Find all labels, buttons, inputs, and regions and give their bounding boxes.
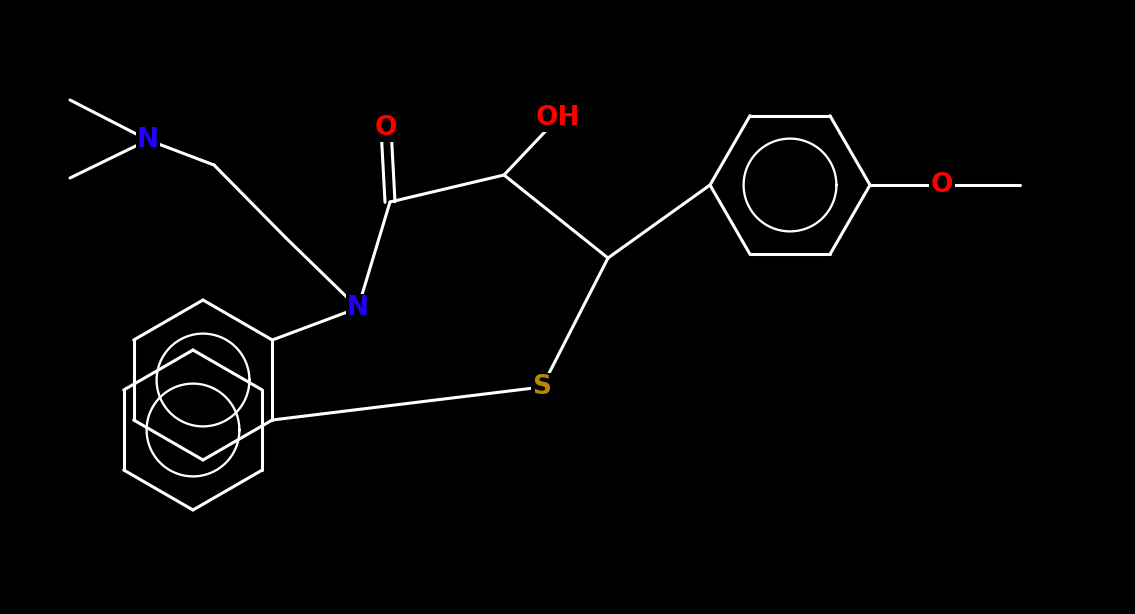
Text: N: N (137, 127, 159, 153)
Text: O: O (931, 172, 953, 198)
Text: O: O (375, 115, 397, 141)
Text: N: N (347, 295, 369, 321)
Text: S: S (532, 374, 552, 400)
Text: OH: OH (536, 105, 580, 131)
